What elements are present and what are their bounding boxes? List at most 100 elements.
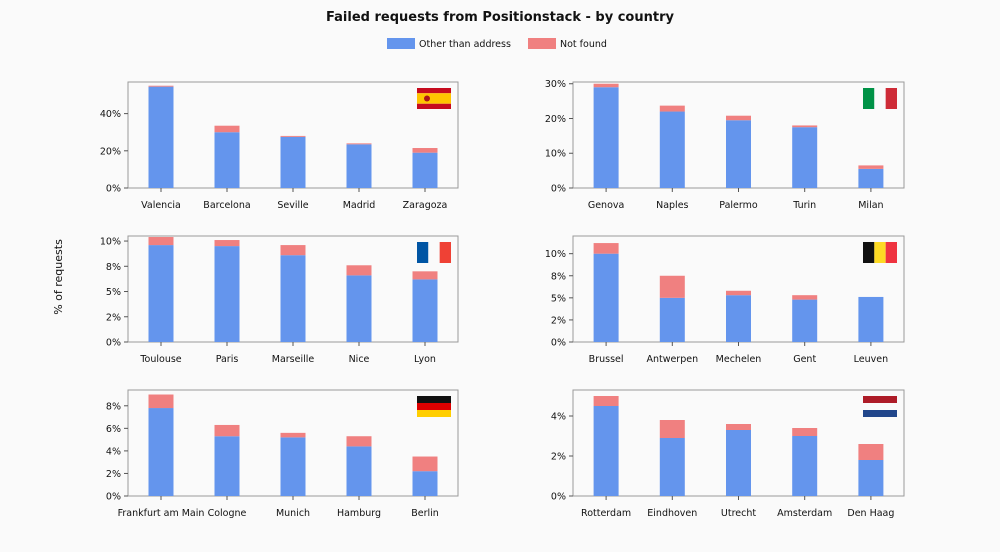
- bar-other-than-address: [792, 299, 818, 342]
- bar-not-found: [593, 243, 619, 254]
- bar-other-than-address: [858, 296, 884, 342]
- x-tick-label: Zaragoza: [403, 200, 448, 211]
- bar-not-found: [214, 240, 240, 247]
- x-tick-label: Amsterdam: [777, 508, 832, 519]
- y-tick-label: 5%: [551, 293, 566, 304]
- x-tick-label: Rotterdam: [581, 508, 631, 519]
- bar-other-than-address: [593, 406, 619, 496]
- bar-other-than-address: [792, 127, 818, 188]
- y-tick-label: 20%: [545, 114, 566, 125]
- y-tick-label: 0%: [551, 338, 566, 349]
- legend-label-not-found: Not found: [560, 39, 607, 50]
- y-tick-label: 10%: [100, 237, 121, 248]
- x-tick-label: Milan: [858, 200, 883, 211]
- bar-not-found: [412, 271, 438, 280]
- y-tick-label: 8%: [106, 401, 121, 412]
- y-tick-label: 8%: [551, 271, 566, 282]
- x-tick-label: Genova: [588, 200, 624, 211]
- x-tick-label: Paris: [216, 354, 239, 365]
- x-tick-label: Utrecht: [721, 508, 756, 519]
- bar-other-than-address: [148, 245, 174, 342]
- panel-0: 0% 20% 40% Valencia Barcelona Seville Madrid Za…: [100, 81, 459, 211]
- bar-not-found: [280, 135, 306, 137]
- bar-other-than-address: [214, 132, 240, 188]
- y-tick-label: 30%: [545, 79, 566, 90]
- y-tick-label: 20%: [100, 146, 121, 157]
- legend-swatch-not-found: [528, 38, 556, 49]
- y-tick-label: 2%: [551, 315, 566, 326]
- bar-not-found: [148, 237, 174, 246]
- y-axis-label: % of requests: [52, 239, 65, 315]
- bar-other-than-address: [412, 471, 438, 496]
- legend-swatch-other: [387, 38, 415, 49]
- panel-4: 0% 2% 4% 6% 8% Frankfurt am Main Cologne Munich…: [106, 389, 459, 519]
- x-tick-label: Lyon: [414, 354, 436, 365]
- x-tick-label: Munich: [276, 508, 310, 519]
- bar-not-found: [659, 420, 685, 438]
- y-tick-label: 0%: [106, 338, 121, 349]
- bar-not-found: [346, 436, 372, 447]
- y-tick-label: 5%: [106, 287, 121, 298]
- x-tick-label: Gent: [793, 354, 816, 365]
- spain-flag: [417, 88, 451, 109]
- bar-other-than-address: [346, 275, 372, 342]
- panel-2: 0% 2% 5% 8% 10% Toulouse Paris Marseille Nice Lyo…: [100, 235, 459, 365]
- bar-not-found: [214, 125, 240, 133]
- legend: Other than address Not found: [387, 38, 607, 50]
- bar-not-found: [593, 83, 619, 88]
- y-tick-label: 2%: [551, 452, 566, 463]
- belgium-flag: [863, 242, 897, 263]
- bar-not-found: [726, 290, 751, 296]
- x-tick-label: Valencia: [141, 200, 181, 211]
- x-tick-label: Turin: [792, 200, 816, 211]
- bar-other-than-address: [148, 86, 174, 188]
- bar-other-than-address: [792, 436, 818, 496]
- bar-other-than-address: [593, 253, 619, 342]
- bar-not-found: [412, 456, 438, 472]
- bar-not-found: [280, 432, 306, 438]
- x-tick-label: Den Haag: [847, 508, 894, 519]
- bar-not-found: [593, 396, 619, 406]
- bar-not-found: [346, 143, 372, 145]
- bar-not-found: [792, 295, 818, 300]
- bar-not-found: [659, 105, 685, 112]
- y-tick-label: 0%: [551, 492, 566, 503]
- netherlands-flag: [863, 396, 897, 417]
- x-tick-label: Nice: [349, 354, 370, 365]
- bar-not-found: [148, 394, 174, 409]
- x-tick-label: Barcelona: [203, 200, 250, 211]
- bar-other-than-address: [412, 279, 438, 342]
- x-tick-label: Naples: [656, 200, 688, 211]
- x-tick-label: Marseille: [272, 354, 315, 365]
- bar-not-found: [792, 428, 818, 436]
- x-tick-label: Eindhoven: [647, 508, 697, 519]
- bar-other-than-address: [280, 437, 306, 496]
- x-tick-label: Hamburg: [337, 508, 381, 519]
- bar-not-found: [346, 265, 372, 276]
- bar-other-than-address: [280, 255, 306, 342]
- x-tick-label: Cologne: [208, 508, 247, 519]
- panel-1: 0% 10% 20% 30% Genova Naples Palermo Turin Milan: [545, 79, 905, 211]
- x-tick-label: Palermo: [719, 200, 758, 211]
- y-tick-label: 0%: [106, 492, 121, 503]
- bar-not-found: [858, 444, 884, 460]
- bar-other-than-address: [858, 460, 884, 496]
- x-tick-label: Seville: [277, 200, 308, 211]
- panel-5: 0% 2% 4% Rotterdam Eindhoven Utrecht Amsterdam…: [551, 389, 905, 519]
- bar-not-found: [726, 115, 751, 121]
- bar-other-than-address: [726, 430, 751, 496]
- bar-not-found: [148, 85, 174, 87]
- bar-not-found: [412, 148, 438, 153]
- bar-other-than-address: [148, 408, 174, 496]
- y-tick-label: 10%: [545, 149, 566, 160]
- x-tick-label: Toulouse: [139, 354, 181, 365]
- y-tick-label: 4%: [106, 446, 121, 457]
- france-flag: [417, 242, 451, 263]
- bar-other-than-address: [593, 87, 619, 188]
- bar-not-found: [280, 245, 306, 256]
- chart-title: Failed requests from Positionstack - by …: [326, 10, 674, 25]
- y-tick-label: 2%: [106, 312, 121, 323]
- italy-flag: [863, 88, 897, 109]
- y-tick-label: 0%: [106, 184, 121, 195]
